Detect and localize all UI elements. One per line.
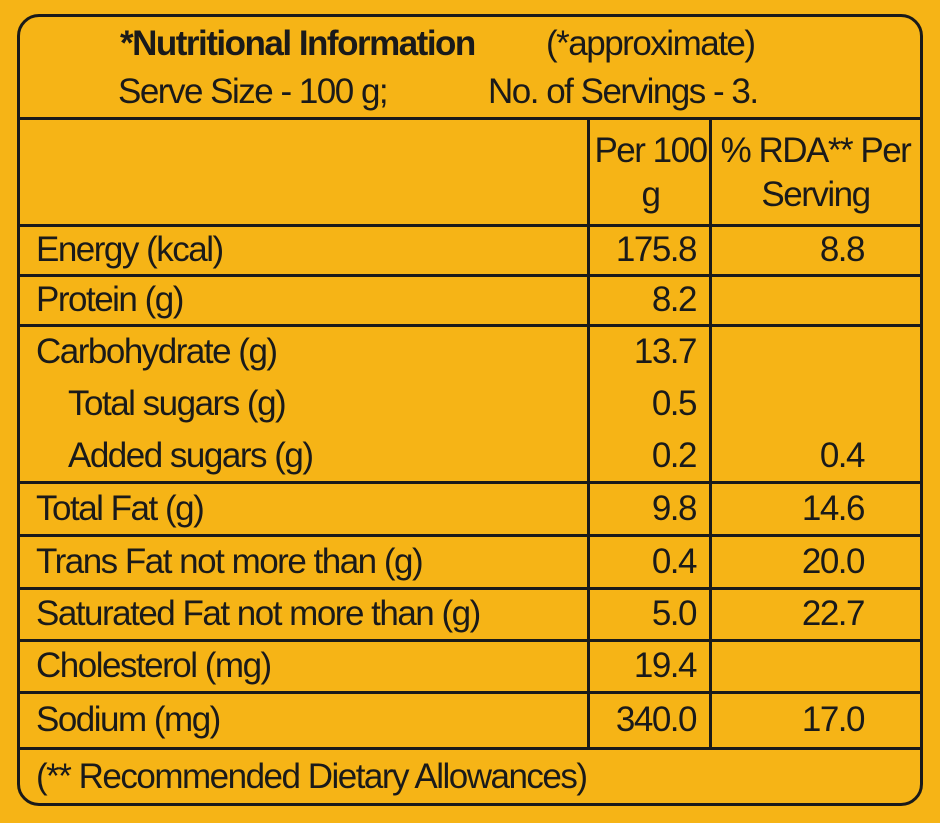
servings: No. of Servings - 3.: [488, 72, 759, 111]
row-divider: [20, 691, 920, 694]
row-divider: [20, 117, 920, 120]
label-border: [17, 14, 923, 806]
nutrient: Total Fat (g): [36, 488, 205, 528]
nutrient: Cholesterol (mg): [36, 646, 272, 685]
per-100g: 19.4: [633, 646, 698, 685]
per-100g: 9.8: [651, 488, 698, 528]
column-header: % RDA** Per Serving: [720, 131, 912, 214]
row-divider: [20, 224, 920, 227]
column-divider: [709, 118, 712, 748]
rda: 22.7: [801, 594, 866, 633]
serve-size: Serve Size - 100 g;: [118, 72, 389, 111]
row-divider: [20, 639, 920, 642]
rda: 0.4: [819, 436, 866, 475]
nutrient: Energy (kcal): [36, 230, 224, 269]
rda: 17.0: [801, 700, 866, 739]
nutrient: Total sugars (g): [68, 384, 287, 423]
per-100g: 340.0: [615, 700, 698, 739]
per-100g: 8.2: [651, 280, 698, 319]
rda: 8.8: [819, 230, 866, 269]
nutrient: Saturated Fat not more than (g): [36, 594, 481, 633]
nutrient: Protein (g): [36, 280, 184, 319]
per-100g: 0.2: [651, 436, 698, 475]
per-100g: 5.0: [651, 594, 698, 633]
nutrient: Sodium (mg): [36, 700, 221, 739]
nutrient: Carbohydrate (g): [36, 331, 278, 371]
per-100g: 0.4: [651, 541, 698, 581]
row-divider: [20, 587, 920, 590]
title: *Nutritional Information: [120, 24, 476, 63]
per-100g: 0.5: [651, 384, 698, 423]
rda: 20.0: [801, 541, 866, 581]
row-divider: [20, 274, 920, 277]
row-divider: [20, 747, 920, 750]
row-divider: [20, 534, 920, 537]
row-divider: [20, 324, 920, 327]
row-divider: [20, 481, 920, 484]
footer: (** Recommended Dietary Allowances): [36, 757, 588, 796]
title-note: (*approximate): [546, 24, 756, 63]
per-100g: 13.7: [633, 331, 698, 371]
nutrient: Trans Fat not more than (g): [36, 541, 424, 581]
column-divider: [587, 118, 590, 748]
column-header: Per 100 g: [594, 131, 708, 214]
per-100g: 175.8: [615, 230, 698, 269]
nutrient: Added sugars (g): [68, 436, 314, 475]
rda: 14.6: [801, 488, 866, 528]
